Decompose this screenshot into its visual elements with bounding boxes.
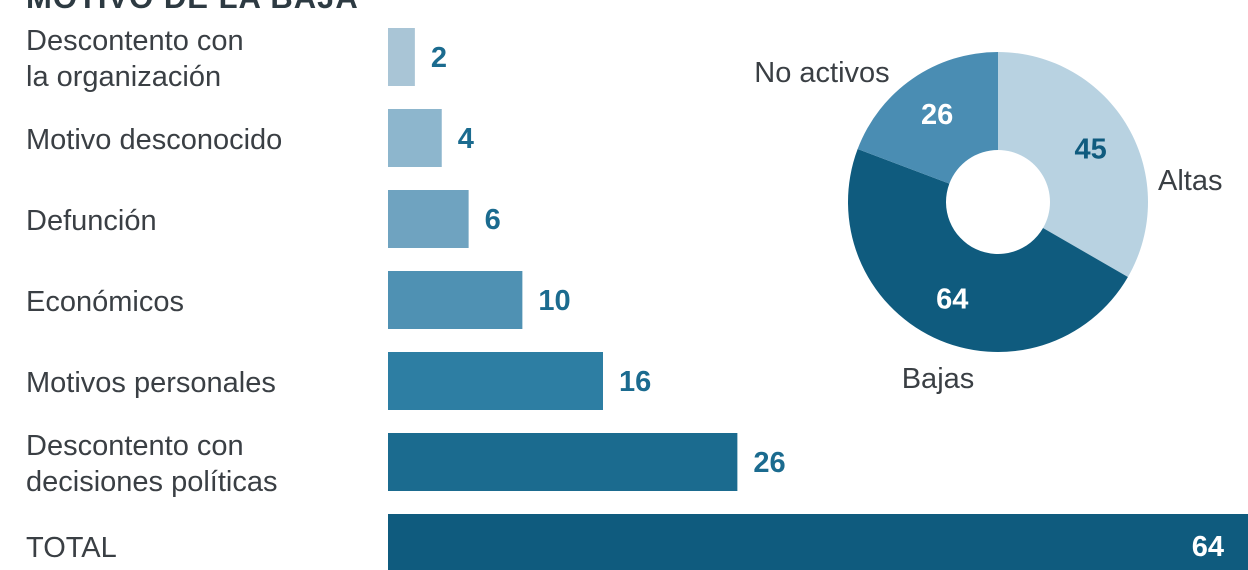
bar-4: [388, 352, 603, 410]
bar-value-label: 64: [1192, 531, 1224, 563]
bar-0: [388, 28, 415, 86]
category-label: Defunción: [26, 205, 157, 237]
bar-value-label: 6: [485, 204, 501, 236]
donut-slice-0: [998, 52, 1148, 277]
bar-1: [388, 109, 442, 167]
donut-category-label: No activos: [754, 57, 889, 89]
bar-value-label: 26: [753, 447, 785, 479]
category-label: Motivos personales: [26, 367, 276, 399]
donut-category-label: Altas: [1158, 165, 1222, 197]
bar-value-label: 10: [538, 285, 570, 317]
bar-2: [388, 190, 469, 248]
donut-value-label: 26: [921, 99, 953, 131]
category-label: Motivo desconocido: [26, 124, 282, 156]
donut-category-label: Bajas: [902, 363, 975, 395]
bar-3: [388, 271, 523, 329]
bar-value-label: 4: [458, 123, 474, 155]
category-label: Económicos: [26, 286, 184, 318]
donut-slice-2: [857, 52, 998, 184]
bar-value-label: 16: [619, 366, 651, 398]
chart-title: MOTIVO DE LA BAJA: [26, 0, 359, 16]
donut-value-label: 64: [936, 284, 968, 316]
category-label: la organización: [26, 61, 221, 93]
bar-5: [388, 433, 738, 491]
donut-slice-1: [848, 149, 1128, 353]
category-label: Descontento con: [26, 430, 244, 462]
bar-6: [388, 514, 1248, 570]
category-label: decisiones políticas: [26, 466, 277, 498]
category-label: TOTAL: [26, 532, 117, 564]
category-label: Descontento con: [26, 25, 244, 57]
bar-value-label: 2: [431, 42, 447, 74]
donut-value-label: 45: [1075, 134, 1107, 166]
